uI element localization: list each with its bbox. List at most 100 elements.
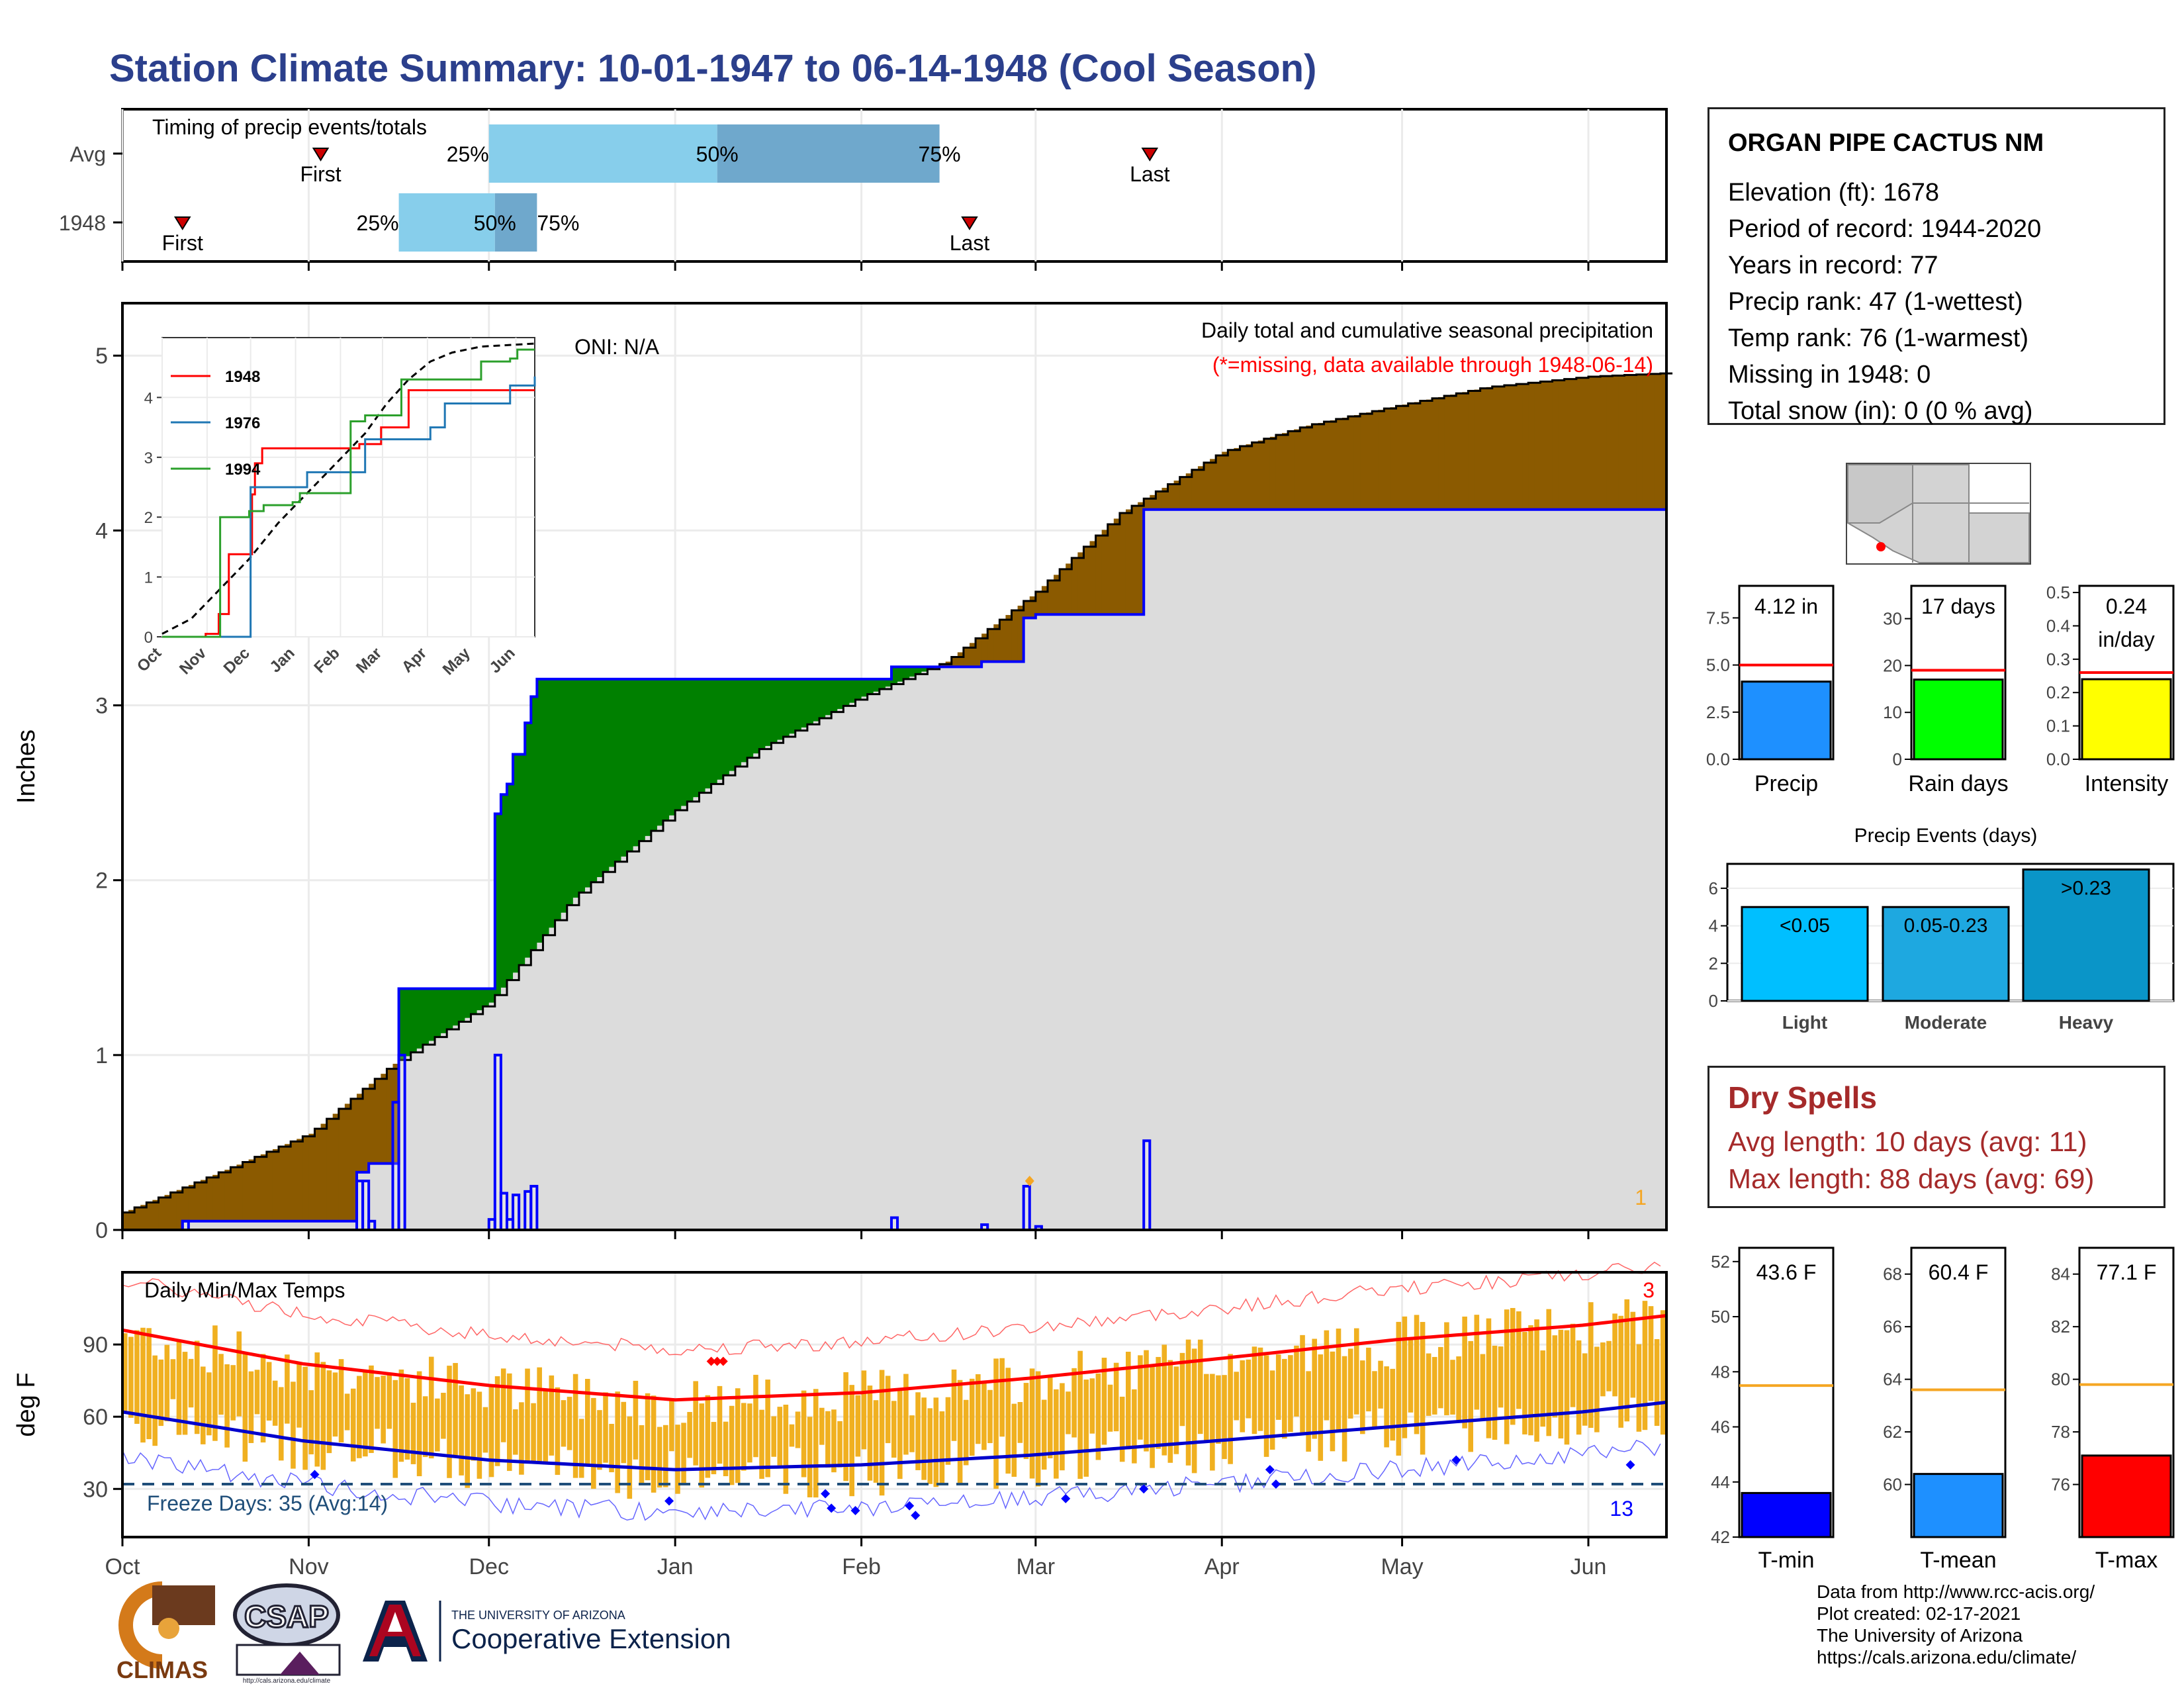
temp-day-bar [1402,1316,1408,1438]
temp-day-bar [1486,1318,1492,1438]
precip-cum-area [1654,509,1661,1230]
precip-cum-area [1480,509,1487,1230]
precip-cum-area [338,1221,345,1230]
precip-cum-area [1450,509,1457,1230]
temp-day-bar [1606,1340,1612,1391]
temp-day-bar [212,1325,218,1441]
precip-cum-area [621,856,628,1230]
precip-above-avg [771,679,778,743]
inset-series-1976 [162,376,536,638]
temp-day-bar [350,1388,356,1462]
temp-day-bar [320,1362,326,1470]
events-title: Precip Events (days) [1854,825,2038,847]
precip-below-avg [1336,419,1343,510]
precip-below-avg [1161,487,1169,510]
precip-above-avg [591,679,598,882]
temp-bar-value: 77.1 F [2097,1260,2157,1284]
temp-bar-ytick-label: 66 [1883,1317,1902,1336]
events-category-label: Heavy [2059,1012,2114,1033]
precip-cum-area [1054,614,1060,1230]
precip-cum-area [976,667,982,1230]
precip-cum-area [663,820,670,1230]
precip-cum-area [567,905,574,1230]
precip-below-avg [1624,375,1631,510]
temp-day-bar [891,1401,897,1458]
precip-missing-count: 1 [1635,1186,1647,1209]
temp-day-bar [981,1381,987,1450]
precip-above-avg [879,679,886,690]
precip-below-avg [1066,563,1072,615]
precip-below-avg [1528,383,1535,510]
precip-below-avg [308,1133,316,1221]
temp-day-bar [1167,1360,1173,1463]
temp-day-bar [1498,1346,1504,1408]
temp-day-bar [771,1416,776,1457]
temp-day-bar [747,1403,752,1463]
temp-day-bar [1546,1309,1552,1436]
temp-day-bar [1263,1355,1269,1457]
precip-below-avg [176,1190,183,1230]
precip-above-avg [488,988,496,1003]
inset-ytick-label: 4 [144,389,153,407]
credits: Data from http://www.rcc-acis.org/ Plot … [1817,1581,2095,1668]
precip-cum-area [963,667,970,1230]
precip-cum-area [1534,509,1541,1230]
precip-below-avg [363,1088,369,1172]
precip-cum-area [1035,614,1042,1230]
temps-ylabel: deg F [13,1372,40,1436]
summary-bar-label: Intensity [2085,771,2169,796]
temp-day-bar [1342,1356,1347,1462]
precip-above-avg [453,988,459,1026]
precip-below-avg [1077,552,1085,615]
temp-bar-ytick-label: 64 [1883,1370,1902,1389]
precip-above-avg [447,988,453,1030]
precip-cum-area [260,1221,267,1230]
temp-day-bar [783,1404,789,1494]
precip-above-avg [783,679,790,737]
precip-cum-area [675,810,682,1230]
temp-day-bar [1522,1332,1527,1434]
temps-record-high-count: 3 [1643,1278,1655,1302]
precip-cum-area [488,1002,496,1230]
precip-above-avg [867,679,874,694]
precip-cum-area [1300,509,1306,1230]
precip-below-avg [1546,381,1553,510]
inset-ytick-label: 3 [144,449,153,467]
precip-below-avg [381,1074,388,1164]
precip-cum-area [1083,614,1091,1230]
precip-cum-area [645,835,652,1230]
precip-cum-area [897,681,904,1230]
precip-cum-area [1432,509,1439,1230]
precip-cum-area [272,1221,279,1230]
temp-day-bar [369,1365,374,1453]
temp-day-bar [1648,1306,1654,1401]
precip-cum-area [951,667,958,1230]
precip-below-avg [1060,569,1066,615]
precip-cum-area [1462,509,1469,1230]
temp-day-bar [1558,1329,1564,1439]
precip-cum-area [915,674,922,1230]
precip-above-avg [843,679,850,706]
precip-above-avg [897,667,904,682]
precip-cum-area [1071,614,1078,1230]
precip-below-avg [1107,524,1115,615]
precip-above-avg [711,679,718,784]
temp-day-bar [128,1336,134,1418]
precip-below-avg [1366,412,1373,510]
precip-below-avg [987,629,994,662]
events-bar-label: <0.05 [1780,915,1830,937]
precip-below-avg [1612,375,1619,510]
precip-cum-area [759,749,766,1230]
temp-day-bar [1041,1399,1047,1470]
summary-bar-value: 4.12 in [1754,594,1818,618]
precip-cum-area [879,689,886,1230]
precip-cum-area [615,861,622,1230]
temp-day-bar [260,1354,266,1443]
precip-cum-area [561,912,568,1230]
precip-cum-area [1408,509,1415,1230]
precip-cum-area [513,972,520,1230]
precip-cum-area [453,1025,459,1230]
precip-below-avg [344,1103,351,1221]
precip-below-avg [1414,402,1421,510]
temp-day-bar [1101,1358,1107,1445]
